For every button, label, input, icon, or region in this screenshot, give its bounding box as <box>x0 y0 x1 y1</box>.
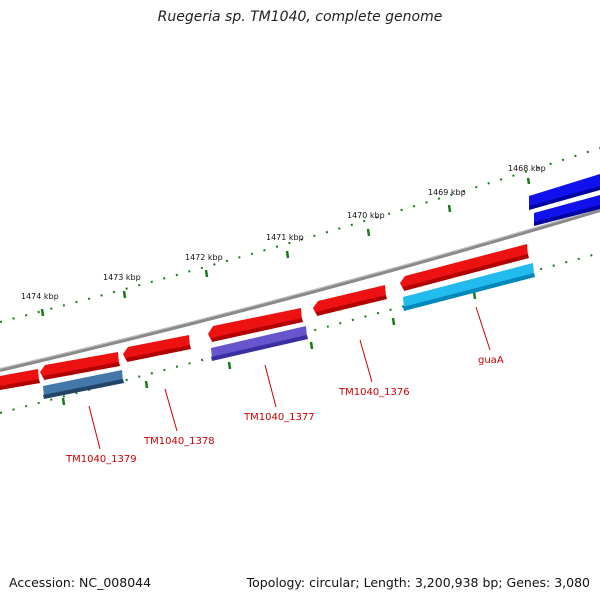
gene-left-edge-red <box>0 369 40 390</box>
inner-tick <box>61 397 66 406</box>
scale-label-1473: 1473 kbp <box>103 273 141 282</box>
leader-line-TM1040-1378 <box>164 388 178 432</box>
tick-1474 <box>40 308 45 317</box>
scale-label-1469: 1469 kbp <box>428 188 466 197</box>
scale-label-1470: 1470 kbp <box>347 211 385 220</box>
gene-TM1040-1377-red <box>208 308 303 342</box>
genome-backbone-highlight <box>0 208 600 369</box>
inner-tick <box>391 317 396 326</box>
leader-line-guaA <box>475 306 491 351</box>
gene-blue-upper <box>529 174 600 210</box>
accession-text: Accession: NC_008044 <box>9 575 152 590</box>
gene-TM1040-1379-red <box>40 352 120 380</box>
gene-label-TM1040-1376: TM1040_1376 <box>338 387 410 398</box>
gene-TM1040-1377-purple <box>211 326 308 361</box>
tick-1470 <box>366 228 371 237</box>
gene-label-TM1040-1377: TM1040_1377 <box>243 412 315 423</box>
gene-blue-lower <box>534 195 600 226</box>
tick-1469 <box>447 204 452 213</box>
gene-label-guaA: guaA <box>478 355 504 366</box>
scale-label-1468: 1468 kbp <box>508 164 546 173</box>
tick-1468 <box>526 177 531 185</box>
inner-tick <box>144 380 149 389</box>
gene-TM1040-1379-steel <box>43 370 124 399</box>
tick-1471 <box>285 250 290 259</box>
inner-tick <box>309 341 314 350</box>
inner-tick <box>472 291 477 300</box>
tick-1473 <box>122 290 127 299</box>
gene-label-TM1040-1378: TM1040_1378 <box>143 436 215 447</box>
leader-line-TM1040-1376 <box>359 339 373 383</box>
gene-guaA-cyan <box>403 263 535 311</box>
leader-line-TM1040-1379 <box>88 405 101 450</box>
scale-label-1471: 1471 kbp <box>266 233 304 242</box>
genome-backbone <box>0 208 600 372</box>
scale-label-1472: 1472 kbp <box>185 253 223 262</box>
gene-TM1040-1376-red <box>313 285 387 316</box>
gene-guaA-forward <box>400 244 529 291</box>
leader-line-TM1040-1377 <box>264 364 277 408</box>
genome-summary-text: Topology: circular; Length: 3,200,938 bp… <box>246 575 590 590</box>
gene-TM1040-1378-red <box>123 335 191 362</box>
map-title: Ruegeria sp. TM1040, complete genome <box>157 9 443 25</box>
scale-label-1474: 1474 kbp <box>21 292 59 301</box>
inner-tick <box>227 361 232 370</box>
gene-label-TM1040-1379: TM1040_1379 <box>65 454 137 465</box>
tick-1472 <box>204 269 209 278</box>
